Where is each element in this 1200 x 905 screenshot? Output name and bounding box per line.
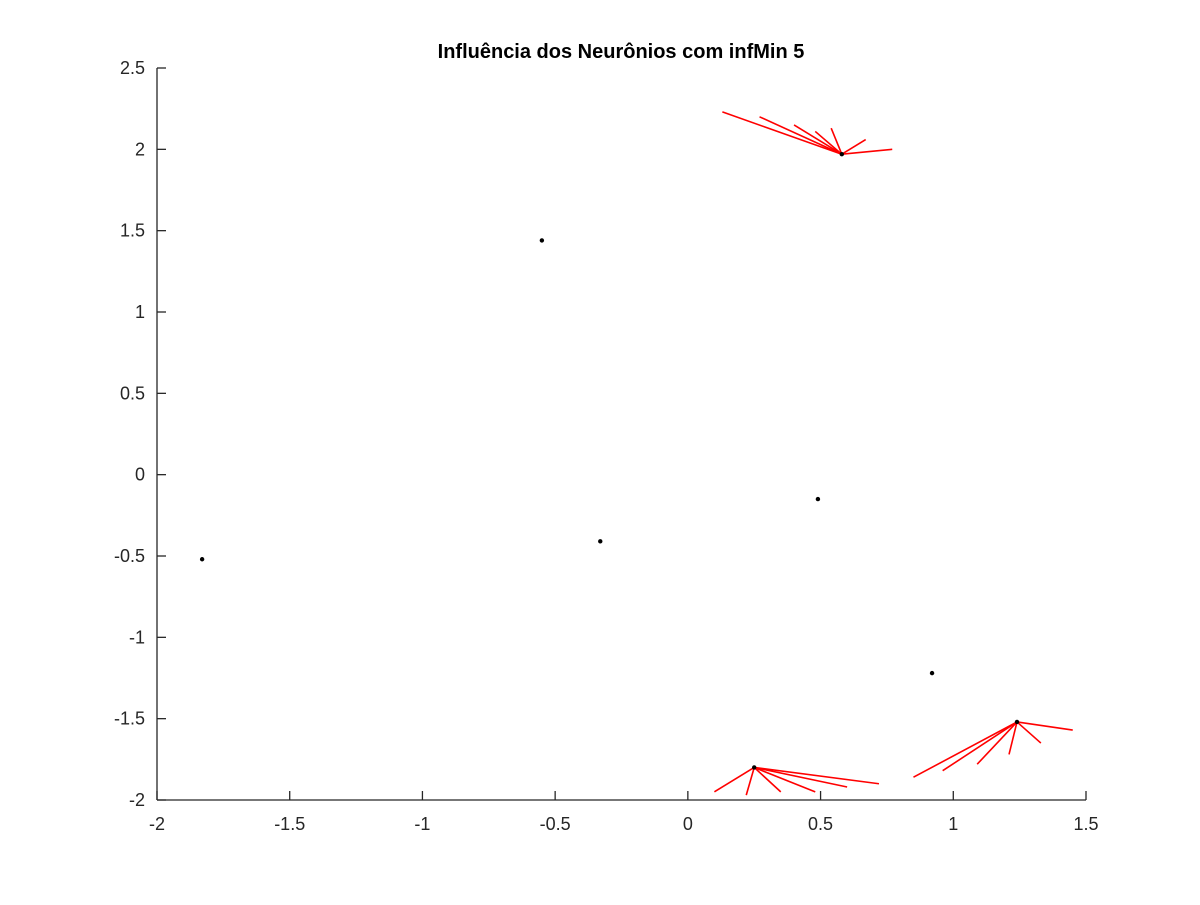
neuron-point <box>1014 719 1020 725</box>
influence-line <box>713 766 755 793</box>
x-tick-label: -0.5 <box>540 814 571 834</box>
y-tick-label: -1.5 <box>114 709 145 729</box>
x-tick-label: -1 <box>414 814 430 834</box>
influence-line <box>754 766 848 788</box>
influence-line <box>1008 721 1018 755</box>
influence-line <box>841 138 867 155</box>
neuron-point <box>839 152 845 157</box>
x-tick-label: 0 <box>683 814 693 834</box>
influence-line <box>793 124 843 155</box>
neuron-point <box>929 670 935 676</box>
y-tick-label: -1 <box>129 627 145 647</box>
y-tick-label: 0 <box>135 465 145 485</box>
influence-line <box>913 721 1018 778</box>
chart-title: Influência dos Neurônios com infMin 5 <box>438 41 805 63</box>
influence-line <box>1016 721 1073 731</box>
axes-layer: -2 -1.5 -1 -0.5 0 0.5 1 1.5 -2 -1.5 -1 -0.5 0 0.5 1 1.5… <box>114 58 1099 834</box>
y-tick-label: -2 <box>129 790 145 810</box>
neuron-point <box>199 557 205 562</box>
influence-line <box>830 127 843 155</box>
y-tick-label: -0.5 <box>114 546 145 566</box>
influence-line <box>759 116 843 155</box>
influence-line <box>722 111 843 155</box>
neuron-points-layer <box>199 152 1020 770</box>
neuron-point <box>598 539 603 544</box>
influence-line <box>1016 721 1042 744</box>
y-tick-label: 1.5 <box>120 221 145 241</box>
x-tick-label: 0.5 <box>808 814 833 834</box>
influence-line <box>942 721 1018 772</box>
y-tick-label: 0.5 <box>120 383 145 403</box>
influence-line <box>753 766 782 793</box>
y-tick-label: 2.5 <box>120 58 145 78</box>
neuron-point <box>815 496 821 502</box>
y-tick-label: 2 <box>135 139 145 159</box>
neuron-point <box>539 238 545 243</box>
x-tick-label: 1.5 <box>1073 814 1098 834</box>
influence-line <box>753 766 816 793</box>
x-tick-label: -2 <box>149 814 165 834</box>
influence-line <box>745 767 755 796</box>
influence-lines-layer <box>713 111 1073 796</box>
neuron-point <box>752 765 757 770</box>
x-tick-label: -1.5 <box>274 814 305 834</box>
x-tick-label: 1 <box>948 814 958 834</box>
influence-line <box>814 130 843 155</box>
influence-line <box>976 721 1018 765</box>
y-tick-label: 1 <box>135 302 145 322</box>
influence-line <box>841 148 893 156</box>
influence-line <box>754 766 880 785</box>
